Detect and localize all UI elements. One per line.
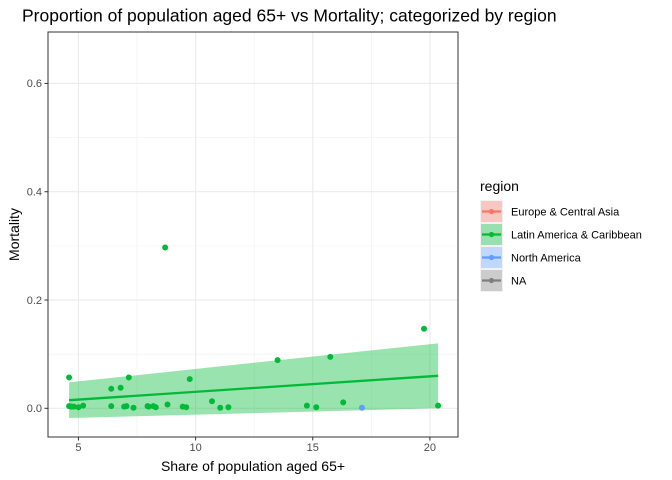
data-point	[145, 403, 152, 410]
legend-key-point	[488, 277, 495, 284]
x-tick-label: 15	[307, 442, 319, 454]
legend-entry: NA	[480, 269, 527, 292]
data-point	[75, 404, 82, 411]
confidence-bands	[69, 343, 439, 419]
fit-line	[69, 374, 439, 402]
confidence-band	[69, 343, 439, 419]
legend-title: region	[480, 178, 519, 194]
y-axis: 0.0 0.2 0.4 0.6	[27, 78, 48, 415]
x-axis-title: Share of population aged 65+	[161, 458, 345, 474]
data-point	[209, 398, 215, 405]
legend-label: NA	[511, 276, 527, 288]
fit-lines	[69, 374, 439, 402]
data-point	[66, 374, 73, 381]
data-point	[225, 404, 232, 411]
data-point	[435, 402, 442, 409]
x-tick-label: 20	[424, 442, 436, 454]
data-point	[123, 403, 130, 410]
data-points	[66, 244, 442, 411]
legend-key-point	[488, 208, 495, 215]
data-point	[108, 403, 115, 410]
data-point	[274, 357, 281, 364]
data-point	[186, 376, 193, 383]
data-point	[130, 404, 137, 411]
data-point	[117, 384, 124, 391]
data-point	[108, 385, 115, 392]
legend-entry: North America	[480, 246, 582, 269]
data-point	[70, 403, 77, 410]
data-point	[303, 402, 310, 409]
y-tick-label: 0.6	[27, 78, 42, 90]
chart-title: Proportion of population aged 65+ vs Mor…	[22, 6, 557, 26]
y-tick-label: 0.4	[27, 187, 42, 199]
data-point	[313, 404, 320, 411]
data-point	[217, 404, 224, 411]
data-point	[358, 404, 365, 411]
grid-major	[48, 32, 458, 437]
data-point	[152, 404, 159, 411]
legend-key-point	[488, 254, 495, 261]
data-point	[421, 325, 428, 332]
data-point	[340, 399, 347, 406]
data-point	[125, 374, 132, 381]
panel-border	[47, 31, 459, 438]
grid-minor	[48, 32, 458, 437]
y-tick-label: 0.0	[27, 403, 42, 415]
legend-label: Europe & Central Asia	[511, 207, 620, 219]
legend-entries: Europe & Central Asia Latin America & Car…	[480, 200, 642, 292]
legend-label: Latin America & Caribbean	[511, 230, 642, 242]
legend-entry: Europe & Central Asia	[480, 200, 620, 223]
x-tick-label: 10	[189, 442, 201, 454]
y-tick-label: 0.2	[27, 295, 42, 307]
x-axis: 5 10 15 20	[75, 437, 436, 454]
legend-entry: Latin America & Caribbean	[480, 223, 642, 246]
panel-background	[48, 32, 458, 437]
x-tick-label: 5	[75, 442, 81, 454]
legend: region Europe & Central Asia Latin Americ…	[480, 178, 642, 292]
y-axis-title: Mortality	[6, 208, 22, 261]
plot-panel	[47, 31, 459, 438]
data-point	[162, 244, 169, 251]
data-point	[183, 404, 190, 411]
legend-key-point	[488, 231, 495, 238]
legend-label: North America	[511, 253, 582, 265]
data-point	[80, 402, 87, 409]
data-point	[327, 353, 334, 360]
data-point	[164, 401, 171, 408]
